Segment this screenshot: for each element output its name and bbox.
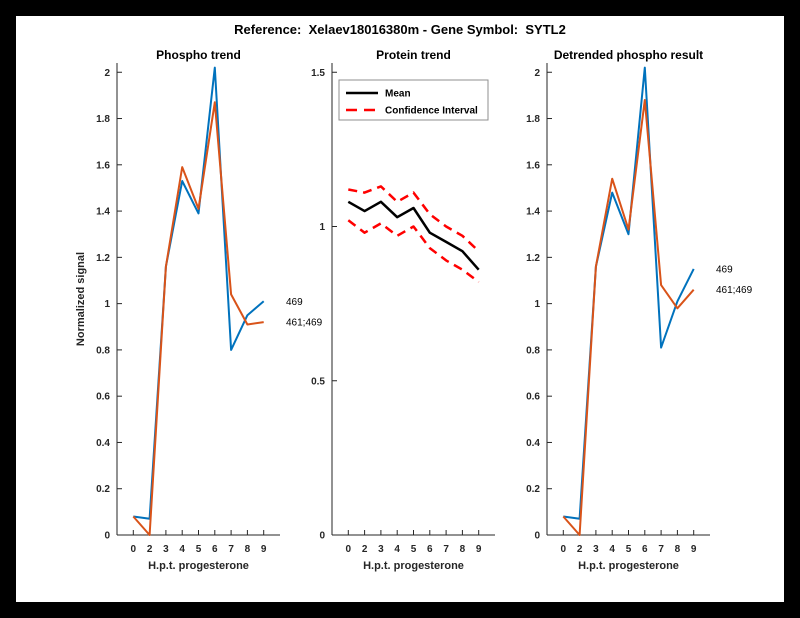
y-axis-label: Normalized signal (75, 252, 87, 346)
y-tick-label: 0.8 (96, 345, 110, 356)
x-tick-label: 5 (411, 544, 417, 555)
y-tick-label: 1 (534, 299, 540, 310)
y-tick-label: 0.4 (96, 438, 110, 449)
legend: Mean Confidence Interval (338, 79, 489, 121)
y-tick-label: 1.2 (526, 253, 540, 264)
x-tick-label: 5 (196, 544, 202, 555)
x-tick-label: 6 (642, 544, 648, 555)
x-tick-label: 2 (577, 544, 583, 555)
series-line-mean (347, 200, 480, 271)
series-line-461-469 (132, 101, 264, 536)
series-line-469 (133, 66, 265, 520)
legend-label-confidence-interval: Confidence Interval (385, 106, 478, 117)
chart-title: Protein trend (376, 48, 451, 62)
x-tick-label: 8 (460, 544, 466, 555)
y-tick-label: 0.2 (526, 484, 540, 495)
axes-group: 0 2 3 4 5 6 7 8 900.20.40.60.811.21.41.61.82 (526, 63, 710, 555)
axes-group: 0 2 3 4 5 6 7 8 900.511.5 (311, 63, 495, 555)
series-end-label-461-469: 461;469 (286, 318, 323, 329)
y-tick-label: 2 (104, 68, 110, 79)
x-tick-label: 4 (179, 544, 185, 555)
series-end-label-469: 469 (286, 297, 303, 308)
y-tick-label: 0.5 (311, 376, 325, 387)
series-line-469 (563, 66, 695, 520)
x-tick-label: 3 (593, 544, 599, 555)
x-tick-label: 5 (626, 544, 632, 555)
chart-detrended-phospho-result: 0 2 3 4 5 6 7 8 900.20.40.60.811.21.41.61.82Detr… (526, 48, 753, 572)
y-tick-label: 0 (104, 531, 110, 542)
series-line-confidence-interval-upper (348, 185, 480, 253)
series-line-461-469 (562, 99, 695, 536)
series-end-label-461-469: 461;469 (716, 285, 753, 296)
y-tick-label: 1.8 (96, 114, 110, 125)
series-line-confidence-interval-lower (347, 219, 480, 283)
y-tick-label: 1.4 (526, 207, 540, 218)
legend-label-mean: Mean (385, 89, 411, 100)
x-tick-label: 7 (228, 544, 234, 555)
y-tick-label: 1.5 (311, 68, 325, 79)
x-tick-label: 2 (147, 544, 153, 555)
x-tick-label: 7 (658, 544, 664, 555)
x-axis-label: H.p.t. progesterone (363, 560, 464, 572)
x-tick-label: 7 (443, 544, 449, 555)
chart-title: Phospho trend (156, 48, 241, 62)
x-tick-label: 3 (378, 544, 384, 555)
x-tick-label: 8 (675, 544, 681, 555)
figure-canvas: Reference: Xelaev18016380m - Gene Symbol… (16, 16, 784, 602)
x-tick-label: 0 (131, 544, 137, 555)
x-tick-label: 8 (245, 544, 251, 555)
x-tick-label: 0 (561, 544, 567, 555)
y-tick-label: 1 (319, 222, 325, 233)
x-tick-label: 9 (261, 544, 267, 555)
x-axis-label: H.p.t. progesterone (148, 560, 249, 572)
chart-phospho-trend: 0 2 3 4 5 6 7 8 900.20.40.60.811.21.41.61.82Phos… (75, 48, 323, 572)
x-tick-label: 6 (427, 544, 433, 555)
chart-title: Detrended phospho result (554, 48, 703, 62)
y-tick-label: 0.6 (96, 392, 110, 403)
x-tick-label: 2 (362, 544, 368, 555)
y-tick-label: 1 (104, 299, 110, 310)
axes-group: 0 2 3 4 5 6 7 8 900.20.40.60.811.21.41.61.82 (96, 63, 280, 555)
x-tick-label: 4 (609, 544, 615, 555)
y-tick-label: 1.4 (96, 207, 110, 218)
series-end-label-469: 469 (716, 264, 733, 275)
chart-panel-protein-trend: 0 2 3 4 5 6 7 8 9 0 0.5 1 1.5 Protein trend H.p.t. pro… (272, 42, 570, 595)
y-tick-label: 0 (534, 531, 540, 542)
legend-box (338, 79, 489, 121)
chart-panel-phospho-trend: 0 2 3 4 5 6 7 8 9 0 0.2 0.4 0.6 0.8 1 1.2 1.4 1.6 1.8 2 Phos… (57, 42, 355, 595)
x-tick-label: 3 (163, 544, 169, 555)
x-axis-label: H.p.t. progesterone (578, 560, 679, 572)
figure-title: Reference: Xelaev18016380m - Gene Symbol… (234, 22, 566, 37)
x-tick-label: 6 (212, 544, 218, 555)
x-tick-label: 9 (691, 544, 697, 555)
x-tick-label: 0 (346, 544, 352, 555)
y-tick-label: 0.4 (526, 438, 540, 449)
y-tick-label: 1.8 (526, 114, 540, 125)
y-tick-label: 0.8 (526, 345, 540, 356)
y-tick-label: 0.2 (96, 484, 110, 495)
y-tick-label: 0 (319, 531, 325, 542)
y-tick-label: 1.2 (96, 253, 110, 264)
y-tick-label: 0.6 (526, 392, 540, 403)
x-tick-label: 4 (394, 544, 400, 555)
y-tick-label: 1.6 (526, 160, 540, 171)
chart-panel-detrended-phospho-result: 0 2 3 4 5 6 7 8 9 0 0.2 0.4 0.6 0.8 1 1.2 1.4 1.6 1.8 2 Detr… (487, 42, 784, 595)
y-tick-label: 1.6 (96, 160, 110, 171)
y-tick-label: 2 (534, 68, 540, 79)
x-tick-label: 9 (476, 544, 482, 555)
